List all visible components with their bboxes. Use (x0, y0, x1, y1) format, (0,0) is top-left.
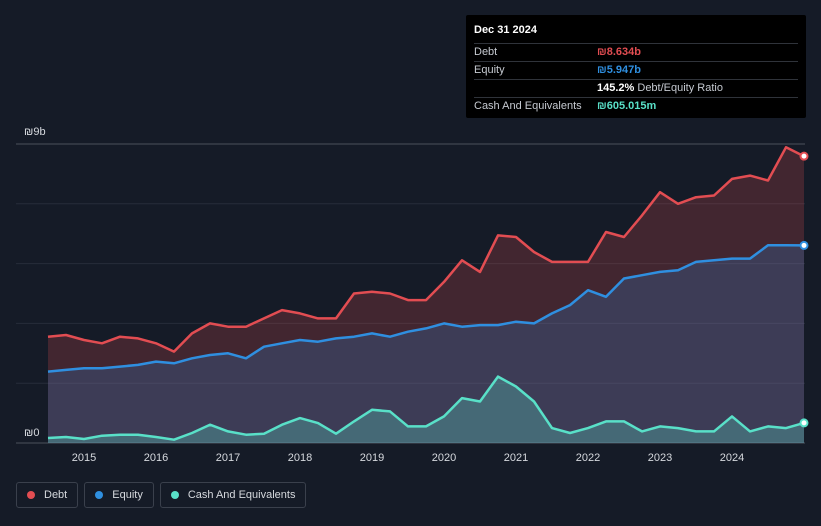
series-lines (47, 146, 805, 441)
tooltip-date: Dec 31 2024 (474, 24, 798, 44)
tooltip-value-debt: ₪8.634b (597, 46, 641, 58)
legend-item-debt[interactable]: Debt (16, 482, 79, 508)
cash-line (47, 375, 805, 441)
cash-end-marker (799, 418, 809, 428)
tooltip-label-debt: Debt (474, 46, 498, 58)
debt-area (48, 147, 804, 444)
tooltip-value-cash: ₪605.015m (597, 100, 657, 112)
x-tick-label: 2016 (144, 452, 168, 464)
series-areas (48, 147, 804, 444)
debt-line (47, 146, 805, 353)
y-tick-label: ₪9b (24, 126, 46, 138)
x-tick-label: 2015 (72, 452, 96, 464)
tooltip-row-debt: Debt ₪8.634b (474, 44, 798, 62)
tooltip-label-ratio (474, 80, 597, 97)
x-tick-label: 2020 (432, 452, 456, 464)
x-tick-label: 2022 (576, 452, 600, 464)
axis-labels: ₪9b ₪0 2015 2016 2017 2018 2019 2020 2021 2022 202… (24, 126, 744, 464)
legend-dot-cash (170, 491, 179, 499)
ratio-value: 145.2% (597, 82, 635, 94)
equity-area (48, 245, 804, 443)
x-tick-label: 2019 (360, 452, 384, 464)
cash-area (48, 376, 804, 443)
data-tooltip: Dec 31 2024 Debt ₪8.634b Equity ₪5.947b … (466, 15, 806, 118)
legend-label-equity: Equity (112, 489, 143, 501)
x-tick-label: 2021 (504, 452, 528, 464)
tooltip-value-equity: ₪5.947b (597, 64, 641, 76)
x-tick-label: 2017 (216, 452, 240, 464)
tooltip-value-ratio: 145.2% Debt/Equity Ratio (597, 80, 723, 97)
tooltip-label-cash: Cash And Equivalents (474, 100, 582, 112)
x-tick-label: 2023 (648, 452, 672, 464)
x-tick-label: 2024 (720, 452, 744, 464)
end-markers (799, 151, 809, 428)
legend-item-equity[interactable]: Equity (84, 482, 154, 508)
tooltip-label-equity: Equity (474, 64, 505, 76)
debt-end-marker (799, 151, 809, 161)
equity-line (47, 244, 805, 373)
tooltip-row-equity: Equity ₪5.947b (474, 62, 798, 80)
legend-dot-debt (27, 491, 35, 499)
tooltip-row-cash: Cash And Equivalents ₪605.015m (474, 98, 798, 115)
tooltip-row-ratio: 145.2% Debt/Equity Ratio (474, 80, 798, 98)
legend-dot-equity (95, 491, 104, 499)
x-tick-label: 2018 (288, 452, 312, 464)
y-tick-label: ₪0 (24, 427, 39, 439)
chart-legend: Debt Equity Cash And Equivalents (16, 482, 307, 508)
legend-item-cash[interactable]: Cash And Equivalents (159, 482, 307, 508)
legend-label-cash: Cash And Equivalents (187, 489, 296, 501)
grid-lines (16, 143, 805, 444)
ratio-suffix: Debt/Equity Ratio (637, 82, 723, 94)
legend-label-debt: Debt (44, 489, 68, 501)
equity-end-marker (799, 240, 809, 250)
